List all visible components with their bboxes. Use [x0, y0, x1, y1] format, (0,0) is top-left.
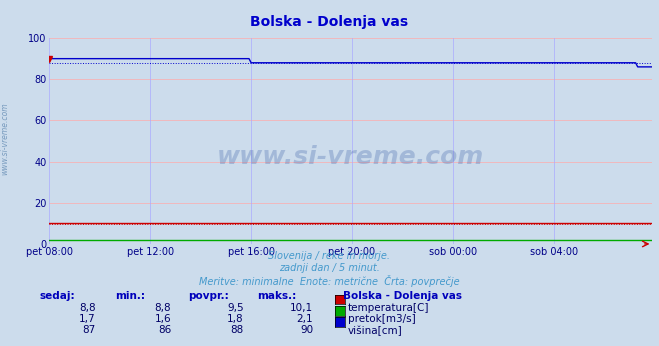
- Text: zadnji dan / 5 minut.: zadnji dan / 5 minut.: [279, 263, 380, 273]
- Text: povpr.:: povpr.:: [188, 291, 229, 301]
- Text: Meritve: minimalne  Enote: metrične  Črta: povprečje: Meritve: minimalne Enote: metrične Črta:…: [199, 275, 460, 287]
- Text: pretok[m3/s]: pretok[m3/s]: [348, 314, 416, 324]
- Text: 88: 88: [231, 325, 244, 335]
- Text: maks.:: maks.:: [257, 291, 297, 301]
- Text: 8,8: 8,8: [79, 303, 96, 313]
- Text: višina[cm]: višina[cm]: [348, 325, 403, 336]
- Text: www.si-vreme.com: www.si-vreme.com: [217, 145, 484, 170]
- Text: 1,8: 1,8: [227, 314, 244, 324]
- Text: 1,7: 1,7: [79, 314, 96, 324]
- Text: 10,1: 10,1: [290, 303, 313, 313]
- Text: 8,8: 8,8: [155, 303, 171, 313]
- Text: 9,5: 9,5: [227, 303, 244, 313]
- Text: www.si-vreme.com: www.si-vreme.com: [1, 102, 10, 175]
- Text: Slovenija / reke in morje.: Slovenija / reke in morje.: [268, 251, 391, 261]
- Text: Bolska - Dolenja vas: Bolska - Dolenja vas: [250, 15, 409, 28]
- Text: min.:: min.:: [115, 291, 146, 301]
- Text: 90: 90: [300, 325, 313, 335]
- Text: Bolska - Dolenja vas: Bolska - Dolenja vas: [343, 291, 462, 301]
- Text: temperatura[C]: temperatura[C]: [348, 303, 430, 313]
- Text: sedaj:: sedaj:: [40, 291, 75, 301]
- Text: 87: 87: [82, 325, 96, 335]
- Text: 86: 86: [158, 325, 171, 335]
- Text: 2,1: 2,1: [297, 314, 313, 324]
- Text: 1,6: 1,6: [155, 314, 171, 324]
